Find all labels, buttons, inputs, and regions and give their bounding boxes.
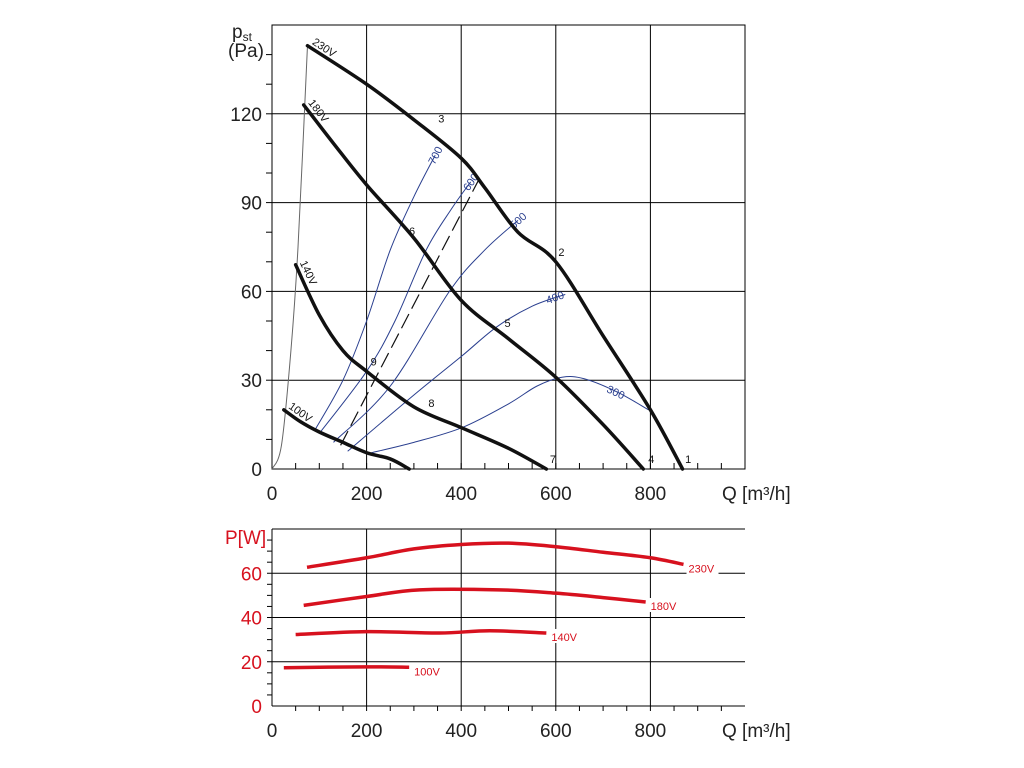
- iso-label: 500: [508, 211, 530, 232]
- fan-curve-230V: [305, 43, 685, 471]
- power-curve-label: 140V: [551, 632, 577, 644]
- fan-curve-140V: [293, 263, 549, 471]
- operating-point-label: 8: [428, 398, 434, 410]
- operating-point-label: 1: [685, 454, 691, 466]
- x-tick-label: 0: [267, 484, 278, 505]
- iso-line-700: [314, 155, 436, 431]
- y-tick-label: 20: [241, 653, 262, 674]
- fan-curve-180V: [301, 103, 646, 471]
- fan-curve-100V: [282, 408, 411, 471]
- power-curve-100V: [283, 665, 410, 670]
- x-tick-label: 600: [540, 721, 572, 742]
- iso-label: 400: [545, 289, 566, 307]
- x-axis-label: Q [m³/h]: [722, 484, 791, 505]
- x-tick-label: 600: [540, 484, 572, 505]
- y-tick-label: 60: [241, 564, 262, 585]
- power-curve-180V: [303, 587, 646, 608]
- operating-point-label: 5: [504, 318, 510, 330]
- iso-line-400: [347, 293, 566, 452]
- operating-point-label: 9: [371, 356, 377, 368]
- iso-label: 700: [427, 145, 446, 167]
- power-curve-label: 180V: [651, 601, 677, 613]
- y-tick-label: 60: [241, 282, 262, 303]
- label-background: [412, 663, 445, 678]
- operating-point-label: 2: [558, 247, 564, 259]
- operating-point-label: 4: [648, 454, 654, 466]
- iso-line-500: [333, 219, 519, 443]
- x-tick-label: 800: [635, 484, 667, 505]
- y-tick-label: 0: [251, 460, 262, 481]
- x-axis-label: Q [m³/h]: [722, 721, 791, 742]
- power-chart: 0 200 400 600 800 0 20 40 60 P[W] Q [m³/h] 230V 180V…: [225, 528, 791, 742]
- iso-line-300: [371, 376, 649, 454]
- power-curve-label: 230V: [689, 563, 715, 575]
- label-background: [549, 628, 582, 643]
- x-tick-label: 400: [445, 484, 477, 505]
- y-axis-unit: (Pa): [228, 41, 264, 62]
- iso-line-600: [318, 181, 472, 434]
- x-tick-label: 0: [267, 721, 278, 742]
- x-tick-label: 200: [351, 484, 383, 505]
- power-curve-label: 100V: [414, 666, 440, 678]
- x-tick-label: 800: [635, 721, 667, 742]
- label-background: [648, 598, 681, 613]
- y-tick-label: 0: [251, 697, 262, 718]
- y-tick-label: 90: [241, 194, 262, 215]
- operating-point-label: 3: [438, 114, 444, 126]
- y-tick-label: 40: [241, 609, 262, 630]
- iso-label: 300: [605, 384, 627, 403]
- system-curve: [271, 45, 308, 470]
- y-tick-label: 120: [230, 105, 262, 126]
- y-tick-label: 30: [241, 371, 262, 392]
- y-axis-label: P[W]: [225, 528, 266, 549]
- operating-point-label: 6: [409, 226, 415, 238]
- x-tick-label: 400: [445, 721, 477, 742]
- x-tick-label: 200: [351, 721, 383, 742]
- power-curve-140V: [295, 629, 547, 637]
- label-background: [686, 560, 719, 575]
- operating-point-label: 7: [550, 454, 556, 466]
- power-curve-230V: [306, 541, 684, 570]
- dashed-line: [340, 178, 480, 446]
